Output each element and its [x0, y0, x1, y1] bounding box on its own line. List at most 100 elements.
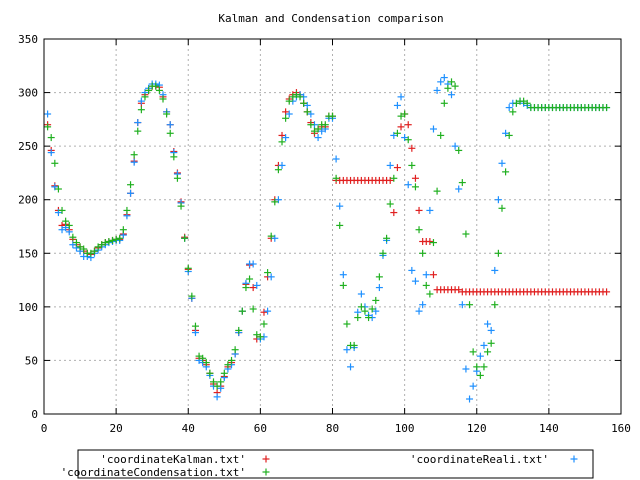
data-point — [411, 183, 419, 191]
data-point — [502, 129, 510, 137]
data-point — [386, 161, 394, 169]
data-point — [357, 303, 365, 311]
legend-marker — [262, 455, 270, 463]
data-point — [448, 91, 456, 99]
data-point — [433, 187, 441, 195]
data-point — [332, 155, 340, 163]
data-point — [202, 359, 210, 367]
data-point — [404, 136, 412, 144]
data-point — [466, 395, 474, 403]
data-point — [401, 134, 409, 142]
data-point — [65, 228, 73, 236]
data-point — [303, 108, 311, 116]
data-point — [292, 91, 300, 99]
data-point — [217, 378, 225, 386]
data-point — [491, 266, 499, 274]
data-point — [253, 281, 261, 289]
data-point — [152, 82, 160, 90]
data-point — [314, 125, 322, 133]
series-0 — [44, 82, 611, 397]
data-point — [184, 264, 192, 272]
data-point — [228, 356, 236, 364]
data-point — [603, 104, 611, 112]
data-point — [127, 181, 135, 189]
data-point — [372, 296, 380, 304]
data-point — [462, 230, 470, 238]
data-point — [271, 234, 279, 242]
data-point — [523, 99, 531, 107]
data-point — [51, 183, 59, 191]
data-point — [476, 371, 484, 379]
data-point — [303, 101, 311, 109]
data-point — [127, 189, 135, 197]
data-point — [278, 131, 286, 139]
data-point — [339, 271, 347, 279]
data-point — [451, 82, 459, 90]
grid — [44, 39, 621, 414]
data-point — [429, 125, 437, 133]
data-point — [134, 127, 142, 135]
data-point — [462, 365, 470, 373]
data-point — [249, 260, 257, 268]
data-point — [415, 206, 423, 214]
series-1 — [44, 74, 611, 403]
data-point — [390, 174, 398, 182]
data-point — [274, 166, 282, 174]
data-point — [444, 84, 452, 92]
legend-box — [77, 449, 594, 479]
data-point — [415, 226, 423, 234]
data-point — [408, 161, 416, 169]
data-point — [426, 206, 434, 214]
data-point — [491, 301, 499, 309]
x-tick-label: 120 — [467, 422, 487, 435]
data-point — [278, 161, 286, 169]
chart-title: Kalman and Condensation comparison — [218, 12, 443, 25]
data-point — [390, 209, 398, 217]
plot-frame — [43, 38, 622, 415]
data-point — [65, 221, 73, 229]
data-point — [487, 339, 495, 347]
data-point — [249, 305, 257, 313]
axis-ticks: 0 20 40 60 80 100 120 140 160 0 50 100 150 200 250 300 3… — [18, 33, 631, 435]
data-point — [58, 206, 66, 214]
data-point — [332, 174, 340, 182]
data-point — [166, 121, 174, 129]
y-tick-label: 150 — [18, 247, 38, 260]
data-point — [429, 239, 437, 247]
data-point — [105, 238, 113, 245]
data-point — [256, 333, 264, 341]
data-point — [217, 384, 225, 392]
legend-marker — [570, 455, 578, 463]
data-point — [242, 284, 250, 292]
data-point — [509, 108, 517, 116]
data-point — [238, 307, 246, 315]
y-tick-label: 0 — [31, 408, 38, 421]
data-point — [109, 236, 117, 244]
data-point — [274, 196, 282, 204]
data-point — [437, 78, 445, 86]
y-tick-label: 100 — [18, 301, 38, 314]
data-point — [469, 382, 477, 390]
data-point — [458, 179, 466, 187]
data-point — [123, 206, 131, 214]
data-point — [455, 146, 463, 154]
data-point — [404, 181, 412, 189]
data-point — [411, 174, 419, 182]
data-point — [437, 131, 445, 139]
x-tick-label: 100 — [395, 422, 415, 435]
data-point — [336, 221, 344, 229]
data-point — [386, 176, 394, 184]
data-point — [419, 249, 427, 257]
data-point — [476, 352, 484, 360]
data-point — [375, 284, 383, 292]
legend-marker — [262, 468, 270, 476]
data-point — [498, 159, 506, 167]
data-point — [209, 378, 217, 386]
data-point — [159, 95, 167, 103]
y-tick-label: 200 — [18, 194, 38, 207]
data-point — [484, 320, 492, 328]
data-point — [267, 232, 275, 240]
data-point — [512, 99, 520, 107]
data-point — [191, 322, 199, 330]
data-point — [379, 249, 387, 257]
